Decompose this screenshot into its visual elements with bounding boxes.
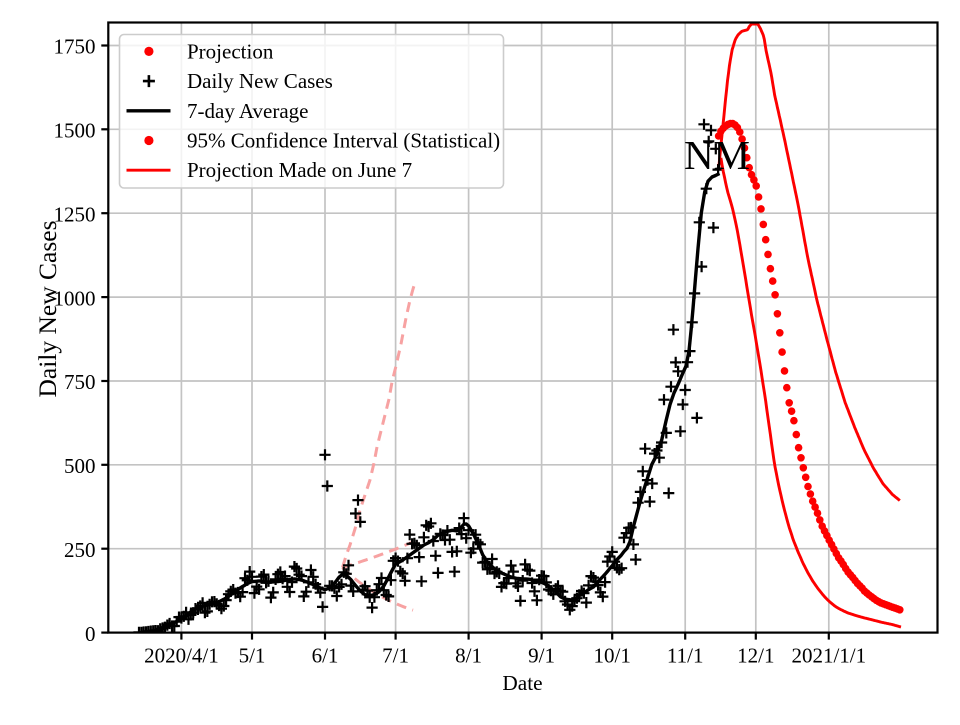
svg-text:7-day Average: 7-day Average xyxy=(187,99,308,123)
svg-text:500: 500 xyxy=(64,454,96,478)
svg-text:1750: 1750 xyxy=(54,35,96,59)
svg-text:Date: Date xyxy=(502,671,542,695)
svg-text:250: 250 xyxy=(64,538,96,562)
svg-text:11/1: 11/1 xyxy=(667,643,704,667)
svg-text:5/1: 5/1 xyxy=(239,643,266,667)
svg-text:8/1: 8/1 xyxy=(455,643,482,667)
svg-text:0: 0 xyxy=(85,622,96,646)
svg-text:1500: 1500 xyxy=(54,119,96,143)
svg-text:2020/4/1: 2020/4/1 xyxy=(144,643,219,667)
svg-text:9/1: 9/1 xyxy=(528,643,555,667)
svg-text:7/1: 7/1 xyxy=(382,643,409,667)
svg-text:Projection Made on June 7: Projection Made on June 7 xyxy=(187,158,412,182)
svg-text:Daily New Cases: Daily New Cases xyxy=(187,69,333,93)
svg-text:1000: 1000 xyxy=(54,286,96,310)
svg-text:6/1: 6/1 xyxy=(312,643,339,667)
svg-text:Projection: Projection xyxy=(187,39,274,63)
svg-text:2021/1/1: 2021/1/1 xyxy=(791,643,866,667)
svg-text:12/1: 12/1 xyxy=(737,643,774,667)
svg-text:Daily New Cases: Daily New Cases xyxy=(33,220,62,397)
svg-text:1250: 1250 xyxy=(54,202,96,226)
svg-text:10/1: 10/1 xyxy=(594,643,631,667)
svg-text:95% Confidence Interval (Stati: 95% Confidence Interval (Statistical) xyxy=(187,129,500,153)
svg-text:NM: NM xyxy=(684,132,750,178)
svg-text:750: 750 xyxy=(64,370,96,394)
